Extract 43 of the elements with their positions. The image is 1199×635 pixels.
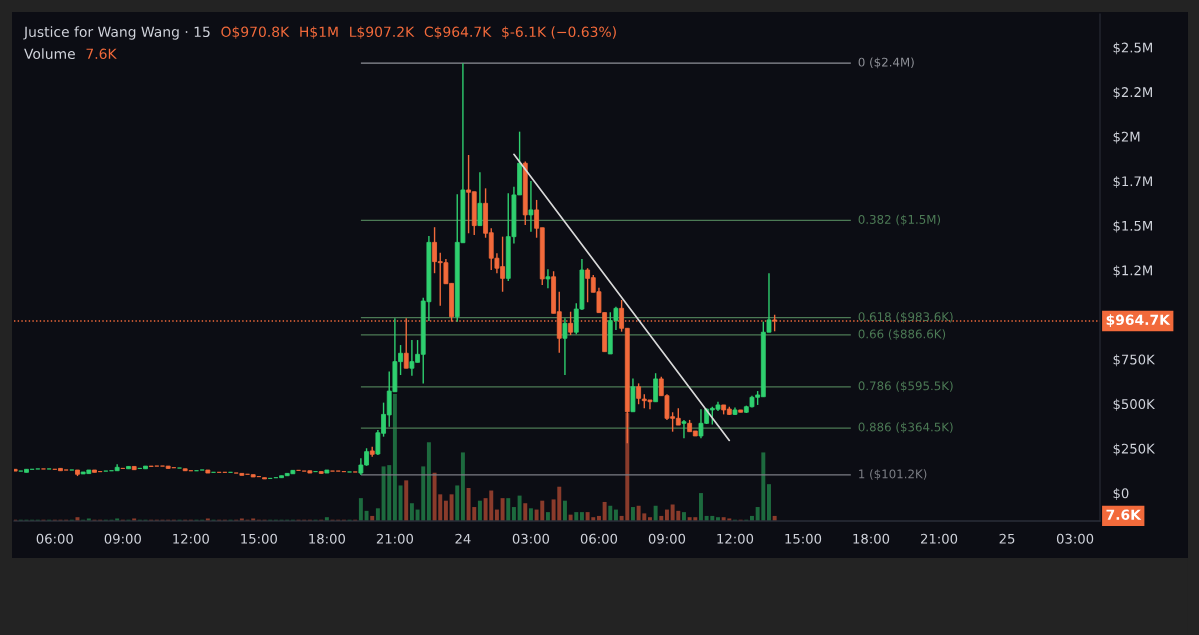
ref-line-label: $964.7K xyxy=(1106,314,1171,327)
x-tick-label: 03:00 xyxy=(512,533,550,544)
annotation: 7.6K xyxy=(86,48,117,60)
y-tick-label: $250K xyxy=(1113,443,1156,456)
x-tick-label: 18:00 xyxy=(309,533,346,544)
y-tick-label: $2.2M xyxy=(1113,86,1152,99)
x-tick-label: 06:00 xyxy=(36,533,73,544)
ref-line-label: 1 ($101.2K) xyxy=(859,469,927,480)
chart-title: Volume xyxy=(24,48,75,60)
y-tick-label: $500K xyxy=(1113,398,1156,411)
ref-line-label: 0.786 ($595.5K) xyxy=(858,381,953,392)
x-tick-label: 06:00 xyxy=(580,533,618,544)
y-tick-label: $1.5M xyxy=(1113,220,1152,233)
ref-line-label: 0.618 ($983.6K) xyxy=(858,311,953,323)
annotation: O$970.8K xyxy=(221,26,290,39)
x-tick-label: 09:00 xyxy=(648,533,686,544)
y-tick-label: $2M xyxy=(1113,131,1140,144)
ref-line-label: 0 ($2.4M) xyxy=(858,57,914,69)
ref-line-label: 0.66 ($886.6K) xyxy=(858,329,946,340)
y-tick-label: $2.5M xyxy=(1113,42,1152,55)
x-tick-label: 09:00 xyxy=(104,533,141,544)
y-tick-label: $750K xyxy=(1113,354,1156,367)
x-tick-label: 18:00 xyxy=(853,533,890,544)
annotation: L$907.2K xyxy=(350,26,415,39)
x-tick-label: 25 xyxy=(999,533,1015,544)
annotation: 7.6K xyxy=(1106,509,1142,520)
y-tick-label: $1.7M xyxy=(1113,176,1152,188)
x-tick-label: 24 xyxy=(455,533,471,544)
ref-line-label: 0.886 ($364.5K) xyxy=(858,422,953,434)
x-tick-label: 12:00 xyxy=(173,533,209,544)
annotation: $-6.1K (−0.63%) xyxy=(502,26,616,39)
x-tick-label: 21:00 xyxy=(920,533,958,544)
y-tick-label: $1.2M xyxy=(1113,265,1152,278)
x-tick-label: 15:00 xyxy=(785,533,822,544)
x-tick-label: 15:00 xyxy=(241,533,277,544)
annotation: C$964.7K xyxy=(424,26,492,39)
x-tick-label: 12:00 xyxy=(717,533,754,544)
x-tick-label: 03:00 xyxy=(1056,533,1094,544)
y-tick-label: $0 xyxy=(1113,488,1129,500)
text: Justice for Wang Wang · 15 xyxy=(23,26,210,40)
annotation: H$1M xyxy=(300,26,338,39)
x-tick-label: 21:00 xyxy=(376,533,414,544)
ref-line-label: 0.382 ($1.5M) xyxy=(858,214,941,226)
